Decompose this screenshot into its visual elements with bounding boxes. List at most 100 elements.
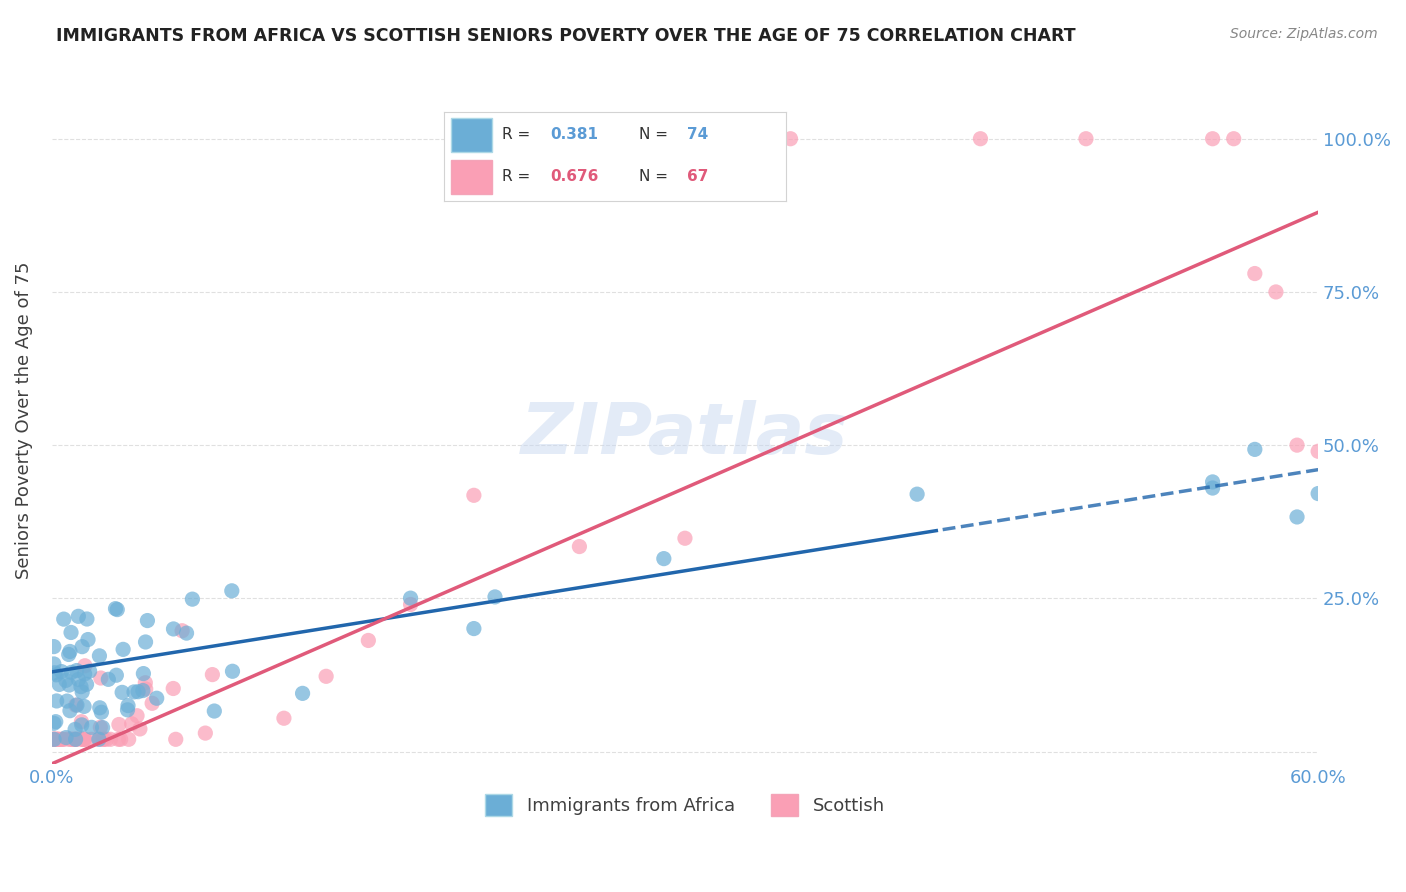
Point	[652, 551, 675, 566]
Point	[76, 677, 98, 691]
Point	[172, 624, 194, 638]
Point	[59, 644, 82, 658]
Point	[969, 132, 991, 146]
Point	[141, 696, 163, 710]
Point	[128, 722, 150, 736]
Point	[221, 665, 243, 679]
Point	[42, 640, 65, 654]
Point	[132, 683, 155, 698]
Point	[107, 732, 129, 747]
Point	[91, 721, 114, 735]
Point	[117, 698, 139, 713]
Point	[55, 731, 77, 745]
Legend: Immigrants from Africa, Scottish: Immigrants from Africa, Scottish	[478, 787, 891, 823]
Point	[91, 732, 114, 747]
Point	[1308, 486, 1330, 500]
Point	[89, 720, 111, 734]
Point	[55, 673, 77, 688]
Point	[315, 669, 337, 683]
Point	[52, 612, 75, 626]
Point	[67, 673, 90, 687]
Point	[67, 609, 90, 624]
Point	[65, 732, 87, 747]
Point	[46, 732, 69, 747]
Point	[463, 488, 485, 502]
Point	[90, 705, 112, 719]
Point	[273, 711, 295, 725]
Point	[45, 714, 67, 729]
Point	[100, 732, 122, 747]
Text: IMMIGRANTS FROM AFRICA VS SCOTTISH SENIORS POVERTY OVER THE AGE OF 75 CORRELATIO: IMMIGRANTS FROM AFRICA VS SCOTTISH SENIO…	[56, 27, 1076, 45]
Point	[48, 732, 70, 747]
Point	[59, 732, 82, 747]
Point	[72, 732, 94, 747]
Point	[145, 691, 167, 706]
Point	[181, 592, 204, 607]
Point	[44, 665, 66, 680]
Point	[87, 732, 110, 747]
Point	[45, 732, 67, 747]
Point	[45, 732, 67, 747]
Point	[42, 732, 65, 747]
Point	[70, 680, 93, 694]
Point	[132, 666, 155, 681]
Point	[70, 685, 93, 699]
Point	[357, 633, 380, 648]
Point	[399, 591, 422, 606]
Point	[96, 732, 118, 747]
Point	[52, 732, 75, 747]
Point	[70, 714, 93, 729]
Point	[59, 704, 82, 718]
Point	[104, 601, 127, 615]
Point	[1285, 510, 1308, 524]
Point	[165, 732, 187, 747]
Point	[65, 732, 87, 747]
Point	[56, 732, 79, 747]
Point	[1285, 438, 1308, 452]
Point	[60, 665, 83, 680]
Point	[63, 732, 86, 747]
Point	[111, 685, 134, 699]
Point	[201, 667, 224, 681]
Point	[127, 684, 149, 698]
Point	[176, 626, 198, 640]
Point	[463, 622, 485, 636]
Point	[291, 686, 314, 700]
Point	[1074, 132, 1097, 146]
Point	[73, 699, 96, 714]
Point	[125, 708, 148, 723]
Point	[121, 716, 143, 731]
Point	[1243, 267, 1265, 281]
Point	[1222, 132, 1244, 146]
Point	[134, 675, 156, 690]
Text: ZIPatlas: ZIPatlas	[522, 400, 849, 469]
Point	[194, 726, 217, 740]
Point	[42, 716, 65, 731]
Point	[45, 668, 67, 682]
Point	[112, 642, 135, 657]
Point	[97, 673, 120, 687]
Point	[117, 703, 139, 717]
Point	[76, 612, 98, 626]
Point	[399, 598, 422, 612]
Point	[108, 717, 131, 731]
Point	[110, 732, 132, 747]
Point	[65, 698, 87, 713]
Point	[66, 698, 89, 712]
Point	[1201, 132, 1223, 146]
Point	[42, 657, 65, 671]
Point	[73, 658, 96, 673]
Point	[62, 732, 84, 747]
Point	[42, 732, 65, 747]
Point	[65, 732, 87, 747]
Point	[162, 622, 184, 636]
Point	[135, 681, 157, 696]
Point	[673, 531, 696, 545]
Point	[136, 614, 159, 628]
Point	[568, 540, 591, 554]
Point	[51, 665, 73, 679]
Point	[162, 681, 184, 696]
Point	[72, 732, 94, 747]
Point	[42, 732, 65, 747]
Point	[60, 625, 83, 640]
